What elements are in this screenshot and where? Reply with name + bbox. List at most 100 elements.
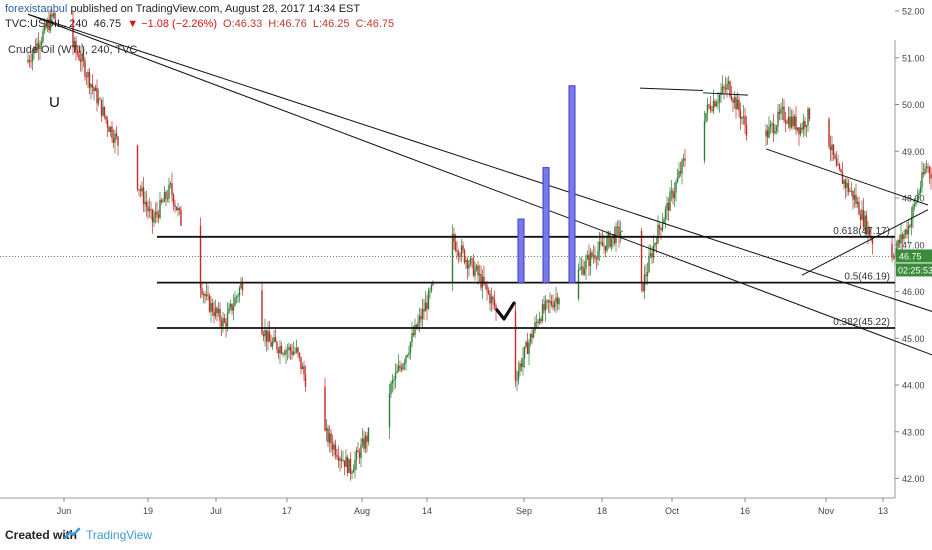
y-tick-label: 52.00	[902, 7, 925, 17]
candle-body	[136, 145, 139, 190]
candle-body	[88, 72, 91, 88]
trendline[interactable]	[702, 92, 749, 96]
candle-body	[681, 160, 683, 174]
candle-body	[414, 324, 416, 336]
candle-body	[517, 370, 520, 380]
candle-body	[793, 116, 796, 126]
candle-body	[298, 352, 301, 357]
candle-body	[846, 182, 848, 188]
candle-body	[96, 87, 98, 104]
candle-body	[529, 334, 532, 343]
candle-body	[577, 269, 580, 299]
candle-body	[217, 308, 220, 314]
candle-body	[535, 321, 538, 323]
trendline[interactable]	[801, 209, 929, 276]
candle-body	[139, 189, 142, 192]
candle-body	[469, 258, 472, 265]
candle-body	[292, 351, 295, 355]
y-tick-label: 45.00	[902, 334, 925, 344]
candle-body	[595, 258, 598, 260]
candle-body	[606, 237, 608, 251]
candle-body	[901, 234, 904, 240]
candle-body	[852, 190, 854, 200]
candle-body	[738, 99, 740, 111]
candle-body	[921, 172, 923, 188]
candle-body	[646, 272, 649, 277]
candle-body	[579, 268, 581, 270]
candle-body	[525, 342, 527, 347]
candle-body	[355, 450, 358, 460]
candle-body	[172, 194, 175, 205]
candle-body	[102, 106, 104, 116]
candle-body	[394, 373, 397, 380]
candle-body	[171, 183, 173, 195]
candle-body	[462, 245, 464, 250]
candle-body	[543, 304, 545, 311]
candle-body	[42, 31, 44, 42]
candle-body	[163, 192, 166, 202]
candle-body	[549, 301, 551, 303]
candle-body	[421, 309, 424, 320]
candle-body	[33, 46, 35, 54]
x-tick-label: Aug	[354, 506, 370, 516]
candle-body	[489, 293, 491, 304]
countdown-badge	[896, 263, 932, 277]
tradingview-link[interactable]: TradingView	[86, 528, 153, 542]
trendline[interactable]	[639, 87, 704, 91]
candle-body	[708, 104, 710, 106]
candle-body	[279, 346, 281, 354]
candle-body	[415, 324, 418, 329]
candle-body	[390, 383, 392, 394]
candle-body	[117, 136, 119, 146]
trendline[interactable]	[27, 13, 932, 455]
candle-body	[303, 366, 305, 375]
candle-body	[480, 273, 482, 288]
candle-body	[324, 386, 326, 431]
candle-body	[388, 393, 391, 428]
candle-body	[274, 337, 277, 343]
candle-body	[709, 105, 712, 110]
candle-body	[670, 190, 673, 193]
candle-body	[420, 315, 422, 320]
candle-body	[900, 234, 902, 244]
candle-body	[360, 444, 362, 459]
candle-body	[829, 146, 832, 151]
candle-body	[930, 173, 932, 179]
candle-body	[154, 211, 157, 218]
candle-body	[367, 427, 370, 442]
candle-body	[558, 298, 560, 305]
candle-body	[531, 334, 533, 338]
candle-body	[774, 131, 776, 134]
trendline[interactable]	[765, 148, 929, 206]
candle-body	[585, 259, 587, 269]
candle-body	[204, 294, 206, 297]
y-tick-label: 48.00	[902, 194, 925, 204]
candle-body	[93, 87, 95, 91]
price-chart[interactable]: 52.00 51.00 50.00 49.00 48.00 47.00 46.00 45.00…	[0, 0, 932, 520]
candle-body	[364, 435, 367, 449]
plot-area[interactable]	[0, 40, 895, 498]
candle-body	[528, 342, 530, 354]
candle-body	[898, 240, 901, 244]
candle-body	[916, 195, 919, 203]
candle-body	[343, 460, 346, 467]
candle-body	[145, 201, 148, 207]
last-price: 46.75	[93, 18, 122, 30]
x-tick-label: 14	[422, 506, 432, 516]
x-tick-label: Sep	[516, 506, 532, 516]
candle-body	[363, 438, 365, 449]
candle-body	[337, 457, 340, 461]
candle-body	[336, 455, 338, 458]
candle-body	[769, 124, 772, 127]
candle-body	[103, 106, 106, 117]
candle-body	[325, 428, 328, 431]
current-price-badge	[896, 249, 932, 263]
candle-body	[72, 18, 74, 48]
x-tick-label: 13	[878, 506, 888, 516]
trendline[interactable]	[27, 13, 932, 455]
candle-body	[765, 130, 767, 136]
x-tick-label: Nov	[818, 506, 835, 516]
candle-body	[151, 209, 154, 223]
candle-body	[409, 342, 412, 353]
candle-body	[928, 167, 931, 174]
